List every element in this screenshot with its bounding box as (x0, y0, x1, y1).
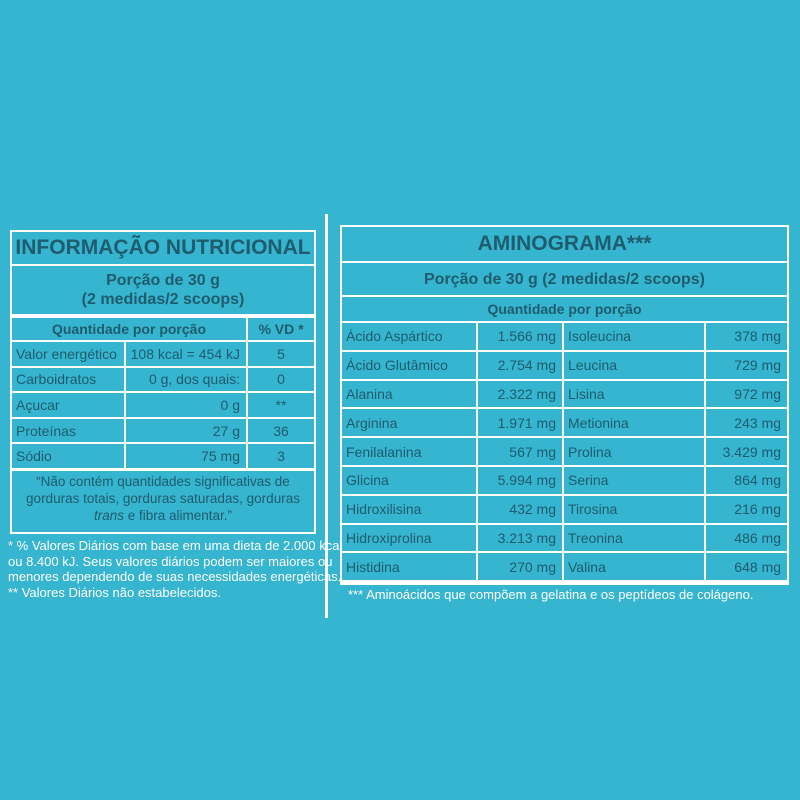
footnote-line: ou 8.400 kJ. Seus valores diários podem … (8, 553, 333, 569)
nutrient-amount: 0 g (126, 393, 246, 417)
amino-amount: 864 mg (706, 467, 787, 494)
nutrient-vd: ** (248, 393, 314, 417)
note-line-3: trans e fibra alimentar.” (94, 507, 232, 524)
footnote-line: ** Valores Diários não estabelecidos. (8, 584, 221, 600)
aminogram-header-quantity: Quantidade por porção (342, 297, 787, 321)
amino-name: Fenilalanina (342, 438, 476, 465)
nutrient-amount: 108 kcal = 454 kJ (126, 342, 246, 366)
nutrient-name: Açucar (12, 393, 124, 417)
aminogram-portion: Porção de 30 g (2 medidas/2 scoops) (342, 263, 787, 295)
amino-amount: 2.322 mg (478, 380, 562, 408)
amino-amount: 1.566 mg (478, 323, 562, 350)
amino-amount: 1.971 mg (478, 409, 562, 437)
amino-name: Hidroxilisina (342, 495, 476, 523)
amino-name: Glicina (342, 467, 476, 494)
divider-line (325, 214, 328, 618)
amino-amount: 378 mg (706, 323, 787, 350)
amino-amount: 3.213 mg (478, 524, 562, 552)
nutrient-name: Valor energético (12, 342, 124, 366)
amino-amount: 729 mg (706, 351, 787, 379)
aminogram-footnote: *** Aminoácidos que compõem a gelatina e… (348, 587, 754, 602)
amino-name: Valina (564, 553, 704, 581)
amino-amount: 972 mg (706, 380, 787, 408)
nutrient-vd: 36 (248, 418, 314, 443)
portion-line-1: Porção de 30 g (106, 272, 220, 289)
note-line-2: gorduras totais, gorduras saturadas, gor… (26, 491, 300, 506)
nutrient-name: Proteínas (12, 418, 124, 443)
amino-amount: 567 mg (478, 438, 562, 465)
nutrient-amount: 0 g, dos quais: (126, 367, 246, 392)
nutrition-portion: Porção de 30 g (2 medidas/2 scoops) (12, 266, 314, 314)
amino-name: Tirosina (564, 495, 704, 523)
amino-name: Prolina (564, 438, 704, 465)
header-vd: % VD * (248, 318, 314, 340)
amino-name: Treonina (564, 524, 704, 552)
note-trans: trans (93, 508, 124, 523)
amino-name: Hidroxiprolina (342, 524, 476, 552)
note-line-3-rest: e fibra alimentar.” (123, 508, 233, 523)
amino-name: Ácido Glutâmico (342, 351, 476, 379)
amino-name: Alanina (342, 380, 476, 408)
amino-name: Histidina (342, 553, 476, 581)
amino-amount: 648 mg (706, 553, 787, 581)
amino-name: Isoleucina (564, 323, 704, 350)
nutrient-vd: 3 (248, 444, 314, 468)
nutrition-note: “Não contém quantidades significativas d… (12, 471, 314, 532)
nutrition-title: INFORMAÇÃO NUTRICIONAL (12, 232, 314, 264)
amino-name: Arginina (342, 409, 476, 437)
amino-amount: 432 mg (478, 495, 562, 523)
nutrient-name: Carboidratos (12, 367, 124, 392)
nutrition-table: INFORMAÇÃO NUTRICIONAL Porção de 30 g (2… (10, 230, 316, 534)
note-line-1: “Não contém quantidades significativas d… (36, 474, 290, 489)
amino-amount: 486 mg (706, 524, 787, 552)
footnote-line: menores dependendo de suas necessidades … (8, 569, 342, 584)
amino-name: Ácido Aspártico (342, 323, 476, 350)
aminogram-title: AMINOGRAMA*** (342, 227, 787, 261)
nutrient-amount: 75 mg (126, 444, 246, 468)
amino-amount: 270 mg (478, 553, 562, 581)
footnote-line: * % Valores Diários com base em uma diet… (8, 538, 343, 553)
amino-amount: 243 mg (706, 409, 787, 437)
amino-name: Serina (564, 467, 704, 494)
nutrient-vd: 5 (248, 342, 314, 366)
amino-amount: 216 mg (706, 495, 787, 523)
nutrition-facts-panel: INFORMAÇÃO NUTRICIONAL Porção de 30 g (2… (8, 230, 342, 600)
aminogram-table: AMINOGRAMA*** Porção de 30 g (2 medidas/… (340, 225, 789, 585)
nutrient-vd: 0 (248, 367, 314, 392)
portion-line-2: (2 medidas/2 scoops) (81, 291, 245, 308)
nutrient-amount: 27 g (126, 418, 246, 443)
amino-amount: 5.994 mg (478, 467, 562, 494)
amino-name: Metionina (564, 409, 704, 437)
amino-name: Lisina (564, 380, 704, 408)
nutrition-footnotes: * % Valores Diários com base em uma diet… (8, 538, 342, 600)
header-quantity: Quantidade por porção (12, 318, 246, 340)
amino-name: Leucina (564, 351, 704, 379)
nutrient-name: Sódio (12, 444, 124, 468)
amino-amount: 3.429 mg (706, 438, 787, 465)
amino-amount: 2.754 mg (478, 351, 562, 379)
aminogram-panel: AMINOGRAMA*** Porção de 30 g (2 medidas/… (340, 225, 789, 602)
